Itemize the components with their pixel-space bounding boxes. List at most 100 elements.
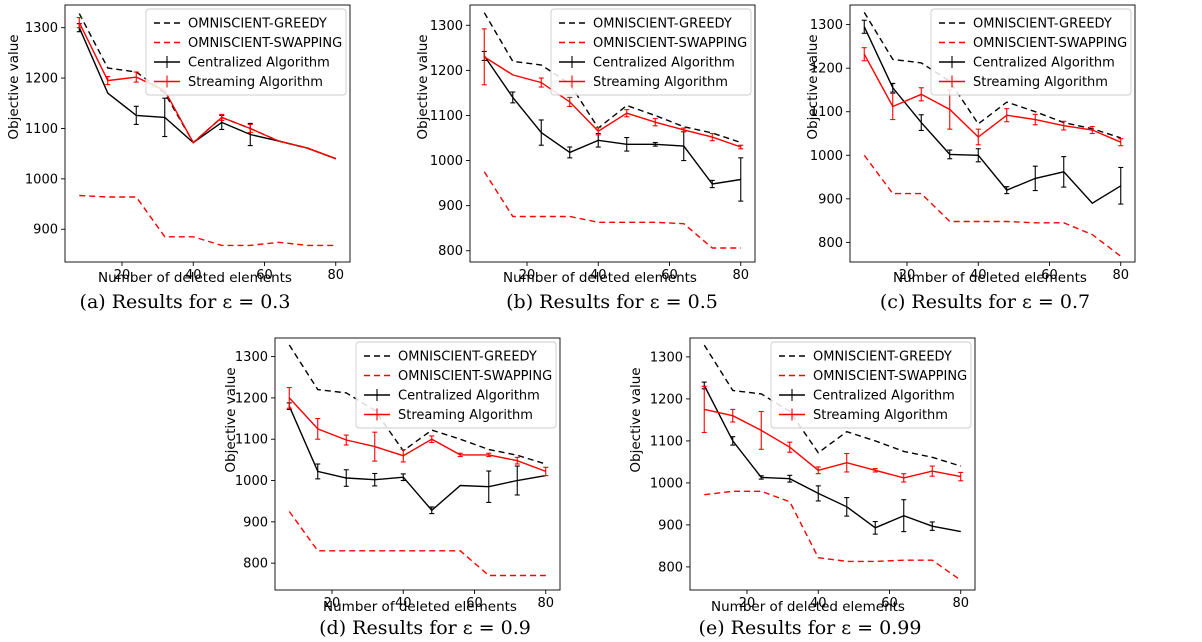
y-axis-label: Objective value [805, 34, 821, 139]
legend-box [770, 341, 972, 429]
legend-label-centralized: Centralized Algorithm [398, 389, 540, 404]
chart-panel-e: 20 40 60 80 800 900 1000 1100 1200 1300 Number of … [628, 337, 976, 639]
x-tick-label: 20 [519, 268, 536, 283]
plot-frame [64, 4, 351, 263]
y-tick-label: 1100 [430, 109, 463, 124]
figure-caption: (a) Results for ε = 0.3 [80, 291, 291, 313]
legend-box [930, 8, 1132, 96]
legend-label-greedy: OMNISCIENT-GREEDY [398, 350, 537, 365]
x-tick-label: 40 [395, 596, 412, 611]
legend-label-swapping: OMNISCIENT-SWAPPING [188, 36, 342, 51]
chart-panel-a: 20 40 60 80 900 1000 1100 1200 1300 Number of del… [6, 4, 351, 313]
y-tick-label: 1200 [650, 392, 683, 407]
x-tick-label: 20 [324, 596, 341, 611]
series-line-streaming [483, 56, 742, 148]
y-tick-label: 1200 [235, 391, 268, 406]
legend-label-centralized: Centralized Algorithm [188, 56, 330, 71]
legend-box [550, 8, 752, 96]
y-tick-label: 900 [438, 199, 463, 214]
y-tick-label: 1100 [810, 105, 843, 120]
y-tick-label: 1200 [25, 72, 58, 87]
x-tick-label: 40 [810, 596, 827, 611]
figure-caption: (b) Results for ε = 0.5 [506, 291, 718, 313]
x-tick-label: 60 [1041, 268, 1058, 283]
y-tick-label: 900 [243, 515, 268, 530]
series-line-streaming [78, 22, 337, 160]
figure-caption: (e) Results for ε = 0.99 [699, 617, 922, 639]
series-line-swapping [79, 194, 336, 247]
legend-label-centralized: Centralized Algorithm [973, 56, 1115, 71]
series-line-greedy [288, 344, 547, 465]
series-line-swapping [288, 511, 546, 577]
series-line-swapping [483, 171, 741, 249]
series-line-greedy [483, 12, 742, 144]
figure-caption: (d) Results for ε = 0.9 [319, 617, 531, 639]
y-tick-label: 800 [243, 557, 268, 572]
x-axis-label: Number of deleted elements [503, 270, 697, 286]
x-tick-label: 80 [537, 596, 554, 611]
legend: OMNISCIENT-GREEDY OMNISCIENT-SWAPPING Cent… [355, 341, 557, 429]
legend: OMNISCIENT-GREEDY OMNISCIENT-SWAPPING Cent… [930, 8, 1132, 96]
plot-frame [689, 337, 976, 591]
x-tick-label: 80 [952, 596, 969, 611]
y-tick-label: 1300 [430, 19, 463, 34]
series-line-centralized [483, 55, 741, 185]
legend-label-swapping: OMNISCIENT-SWAPPING [973, 36, 1127, 51]
legend-label-streaming: Streaming Algorithm [973, 75, 1108, 90]
legend-label-greedy: OMNISCIENT-GREEDY [973, 17, 1112, 32]
legend-box [355, 341, 557, 429]
y-tick-label: 1300 [810, 18, 843, 33]
legend-label-streaming: Streaming Algorithm [398, 408, 533, 423]
plot-data [481, 12, 744, 249]
y-tick-label: 1100 [25, 122, 58, 137]
y-tick-label: 1000 [650, 476, 683, 491]
legend-label-centralized: Centralized Algorithm [593, 56, 735, 71]
legend-label-greedy: OMNISCIENT-GREEDY [188, 17, 327, 32]
y-axis-label: Objective value [628, 367, 644, 472]
plot-frame [469, 4, 756, 263]
chart-panel-d: 20 40 60 80 800 900 1000 1100 1200 1300 Number of … [223, 337, 561, 639]
x-tick-label: 80 [327, 268, 344, 283]
x-tick-label: 60 [881, 596, 898, 611]
plot-frame [274, 337, 561, 591]
y-tick-label: 800 [818, 236, 843, 251]
legend: OMNISCIENT-GREEDY OMNISCIENT-SWAPPING Cent… [550, 8, 752, 96]
figure-caption: (c) Results for ε = 0.7 [880, 291, 1090, 313]
x-axis-label: Number of deleted elements [711, 599, 905, 615]
plot-data [286, 344, 549, 577]
series-line-centralized [703, 385, 961, 533]
y-axis-label: Objective value [415, 34, 431, 139]
series-line-streaming [288, 397, 547, 473]
y-tick-label: 1300 [650, 350, 683, 365]
plot-data [861, 12, 1124, 257]
plot-data [701, 344, 964, 581]
y-tick-label: 1200 [430, 64, 463, 79]
y-tick-label: 900 [658, 518, 683, 533]
series-line-streaming [704, 408, 961, 479]
y-tick-label: 1000 [235, 474, 268, 489]
y-tick-label: 1000 [430, 154, 463, 169]
y-tick-label: 800 [438, 244, 463, 259]
x-tick-label: 20 [114, 268, 131, 283]
x-tick-label: 40 [970, 268, 987, 283]
y-tick-label: 1000 [25, 172, 58, 187]
y-tick-label: 1300 [25, 21, 58, 36]
legend-label-greedy: OMNISCIENT-GREEDY [593, 17, 732, 32]
x-tick-label: 20 [739, 596, 756, 611]
x-tick-label: 40 [185, 268, 202, 283]
y-tick-label: 1000 [810, 149, 843, 164]
x-axis-label: Number of deleted elements [98, 270, 292, 286]
legend-label-swapping: OMNISCIENT-SWAPPING [398, 369, 552, 384]
legend-label-centralized: Centralized Algorithm [813, 389, 955, 404]
plot-frame [849, 4, 1136, 263]
x-tick-label: 60 [466, 596, 483, 611]
series-line-swapping [863, 154, 1122, 257]
series-line-swapping [704, 490, 962, 581]
y-tick-label: 1100 [235, 433, 268, 448]
series-line-centralized [863, 26, 1122, 205]
legend-label-streaming: Streaming Algorithm [593, 75, 728, 90]
y-tick-label: 900 [818, 192, 843, 207]
chart-panel-b: 20 40 60 80 800 900 1000 1100 1200 1300 Number of … [415, 4, 756, 313]
x-tick-label: 80 [732, 268, 749, 283]
